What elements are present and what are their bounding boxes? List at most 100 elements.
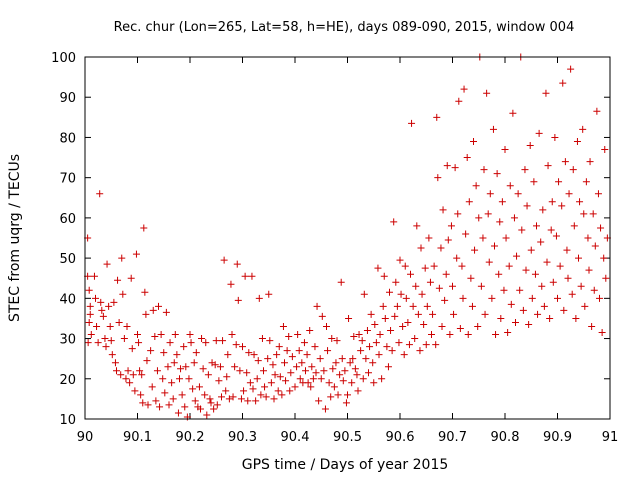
data-point	[501, 146, 509, 154]
data-point	[558, 202, 566, 210]
data-point	[228, 331, 236, 339]
data-point	[600, 254, 608, 262]
data-point	[330, 383, 338, 391]
data-point	[360, 290, 368, 298]
data-point	[598, 329, 606, 337]
data-point	[231, 363, 239, 371]
data-point	[443, 162, 451, 170]
data-point	[572, 314, 580, 322]
data-point	[86, 310, 94, 318]
data-point	[240, 387, 248, 395]
data-point	[495, 270, 503, 278]
data-point	[530, 178, 538, 186]
data-point	[234, 296, 242, 304]
data-point	[119, 290, 127, 298]
data-point	[159, 375, 167, 383]
data-point	[285, 333, 293, 341]
data-point	[546, 314, 554, 322]
data-point	[320, 367, 328, 375]
data-point	[249, 385, 257, 393]
data-point	[103, 260, 111, 268]
data-point	[432, 341, 440, 349]
data-point	[367, 310, 375, 318]
data-point	[129, 371, 137, 379]
data-point	[148, 383, 156, 391]
data-point	[430, 262, 438, 270]
x-tick-label: 90.2	[176, 430, 205, 445]
plot-area-frame	[84, 56, 611, 420]
data-point	[115, 318, 123, 326]
data-point	[518, 226, 526, 234]
data-point	[153, 367, 161, 375]
data-point	[275, 343, 283, 351]
data-point	[213, 401, 221, 409]
data-point	[504, 329, 512, 337]
data-point	[531, 270, 539, 278]
data-point	[327, 393, 335, 401]
data-point	[474, 322, 482, 330]
data-point	[137, 391, 145, 399]
data-point	[138, 371, 146, 379]
data-point	[84, 339, 92, 347]
data-point	[413, 222, 421, 230]
data-point	[311, 343, 319, 351]
data-point	[374, 264, 382, 272]
data-point	[444, 236, 452, 244]
data-point	[516, 286, 524, 294]
data-point	[276, 373, 284, 381]
data-point	[509, 109, 517, 117]
data-point	[375, 351, 383, 359]
data-point	[485, 258, 493, 266]
data-point	[446, 331, 454, 339]
data-point	[576, 198, 584, 206]
data-point	[223, 373, 231, 381]
data-point	[236, 367, 244, 375]
data-point	[602, 274, 610, 282]
data-point	[405, 341, 413, 349]
data-point	[540, 302, 548, 310]
data-point	[282, 377, 290, 385]
data-points	[84, 53, 611, 421]
data-point	[258, 335, 266, 343]
x-tick-label: 90.6	[386, 430, 415, 445]
data-point	[105, 302, 113, 310]
data-point	[219, 337, 227, 345]
data-point	[528, 294, 536, 302]
data-point	[586, 158, 594, 166]
y-tick-label: 10	[59, 413, 76, 428]
data-point	[396, 256, 404, 264]
data-point	[307, 383, 315, 391]
data-point	[498, 198, 506, 206]
data-point	[190, 359, 198, 367]
data-point	[464, 331, 472, 339]
data-point	[346, 359, 354, 367]
data-point	[497, 314, 505, 322]
data-point	[480, 166, 488, 174]
y-tick-label: 90	[59, 91, 76, 106]
data-point	[220, 256, 228, 264]
data-point	[315, 397, 323, 405]
data-point	[527, 246, 535, 254]
data-point	[302, 367, 309, 375]
data-point	[191, 397, 199, 405]
data-point	[357, 347, 365, 355]
data-point	[85, 318, 93, 326]
data-point	[216, 363, 224, 371]
data-point	[565, 190, 573, 198]
data-point	[101, 335, 109, 343]
data-point	[270, 395, 278, 403]
data-point	[248, 272, 256, 280]
data-point	[336, 371, 344, 379]
x-tick-label: 90.3	[228, 430, 257, 445]
data-point	[573, 137, 581, 145]
data-point	[512, 318, 519, 326]
data-point	[522, 266, 530, 274]
data-point	[588, 322, 596, 330]
data-point	[189, 385, 197, 393]
data-point	[273, 351, 281, 359]
data-point	[341, 367, 349, 375]
data-point	[229, 393, 237, 401]
y-tick-label: 50	[59, 252, 76, 267]
y-tick-label: 80	[59, 131, 76, 146]
data-point	[152, 397, 160, 405]
